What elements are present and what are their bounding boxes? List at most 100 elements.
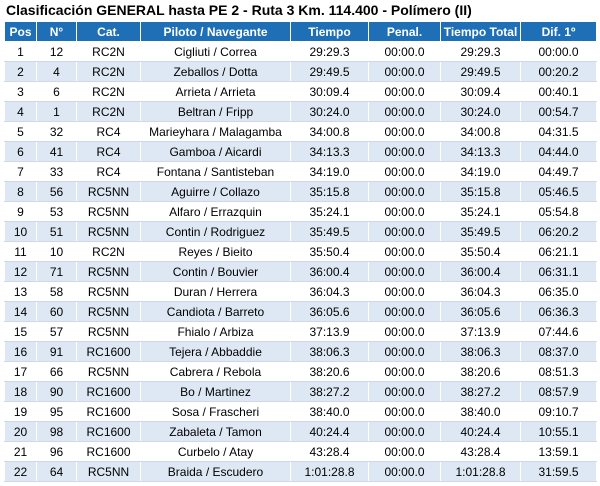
table-row: 13 58 RC5NN Duran / Herrera 36:04.3 00:00.0 36… xyxy=(4,281,597,302)
cell-pos: 5 xyxy=(4,121,37,142)
cell-pos: 13 xyxy=(4,281,37,302)
cell-gap-to-first: 10:55.1 xyxy=(520,421,597,442)
cell-category: RC5NN xyxy=(76,181,141,202)
cell-penalty: 00:00.0 xyxy=(368,261,441,282)
cell-total-time: 38:20.6 xyxy=(440,361,521,382)
cell-pos: 19 xyxy=(4,401,37,422)
cell-category: RC4 xyxy=(76,161,141,182)
cell-total-time: 35:49.5 xyxy=(440,221,521,242)
cell-number: 12 xyxy=(36,41,77,62)
cell-driver-navigator: Fhialo / Arbiza xyxy=(140,321,291,342)
table-row: 3 6 RC2N Arrieta / Arrieta 30:09.4 00:00.0 30:… xyxy=(4,81,597,102)
cell-penalty: 00:00.0 xyxy=(368,221,441,242)
table-row: 9 53 RC5NN Alfaro / Errazquin 35:24.1 00:00.0… xyxy=(4,201,597,222)
column-header-pos: Pos xyxy=(4,21,37,42)
cell-driver-navigator: Beltran / Fripp xyxy=(140,101,291,122)
cell-penalty: 00:00.0 xyxy=(368,181,441,202)
cell-time: 35:15.8 xyxy=(290,181,369,202)
cell-time: 30:09.4 xyxy=(290,81,369,102)
cell-number: 41 xyxy=(36,141,77,162)
table-row: 5 32 RC4 Marieyhara / Malagamba 34:00.8 00:00… xyxy=(4,121,597,142)
table-row: 6 41 RC4 Gamboa / Aicardi 34:13.3 00:00.0 34:1… xyxy=(4,141,597,162)
cell-penalty: 00:00.0 xyxy=(368,281,441,302)
cell-total-time: 30:09.4 xyxy=(440,81,521,102)
cell-number: 51 xyxy=(36,221,77,242)
cell-category: RC2N xyxy=(76,41,141,62)
cell-driver-navigator: Aguirre / Collazo xyxy=(140,181,291,202)
table-row: 17 66 RC5NN Cabrera / Rebola 38:20.6 00:00.0 3… xyxy=(4,361,597,382)
cell-total-time: 40:24.4 xyxy=(440,421,521,442)
cell-gap-to-first: 00:54.7 xyxy=(520,101,597,122)
table-row: 18 90 RC1600 Bo / Martinez 38:27.2 00:00.0 38:… xyxy=(4,381,597,402)
cell-penalty: 00:00.0 xyxy=(368,461,441,482)
cell-time: 38:40.0 xyxy=(290,401,369,422)
cell-pos: 16 xyxy=(4,341,37,362)
cell-pos: 3 xyxy=(4,81,37,102)
column-header-gap-to-first: Dif. 1º xyxy=(520,21,597,42)
cell-gap-to-first: 08:37.0 xyxy=(520,341,597,362)
cell-category: RC1600 xyxy=(76,441,141,462)
cell-total-time: 35:15.8 xyxy=(440,181,521,202)
cell-driver-navigator: Alfaro / Errazquin xyxy=(140,201,291,222)
cell-penalty: 00:00.0 xyxy=(368,61,441,82)
table-row: 20 98 RC1600 Zabaleta / Tamon 40:24.4 00:00.0… xyxy=(4,421,597,442)
cell-category: RC1600 xyxy=(76,421,141,442)
cell-gap-to-first: 06:31.1 xyxy=(520,261,597,282)
cell-gap-to-first: 05:54.8 xyxy=(520,201,597,222)
cell-driver-navigator: Sosa / Frascheri xyxy=(140,401,291,422)
cell-pos: 6 xyxy=(4,141,37,162)
cell-total-time: 30:24.0 xyxy=(440,101,521,122)
cell-category: RC5NN xyxy=(76,461,141,482)
cell-time: 43:28.4 xyxy=(290,441,369,462)
cell-penalty: 00:00.0 xyxy=(368,381,441,402)
cell-category: RC2N xyxy=(76,241,141,262)
cell-number: 10 xyxy=(36,241,77,262)
cell-number: 53 xyxy=(36,201,77,222)
cell-number: 1 xyxy=(36,101,77,122)
cell-pos: 15 xyxy=(4,321,37,342)
cell-pos: 2 xyxy=(4,61,37,82)
cell-pos: 9 xyxy=(4,201,37,222)
cell-number: 33 xyxy=(36,161,77,182)
cell-gap-to-first: 13:59.1 xyxy=(520,441,597,462)
cell-time: 35:49.5 xyxy=(290,221,369,242)
cell-total-time: 34:19.0 xyxy=(440,161,521,182)
cell-penalty: 00:00.0 xyxy=(368,241,441,262)
cell-penalty: 00:00.0 xyxy=(368,341,441,362)
cell-driver-navigator: Zeballos / Dotta xyxy=(140,61,291,82)
cell-time: 34:19.0 xyxy=(290,161,369,182)
cell-pos: 4 xyxy=(4,101,37,122)
cell-number: 90 xyxy=(36,381,77,402)
cell-number: 58 xyxy=(36,281,77,302)
column-header-total-time: Tiempo Total xyxy=(440,21,521,42)
cell-category: RC1600 xyxy=(76,401,141,422)
cell-time: 1:01:28.8 xyxy=(290,461,369,482)
cell-penalty: 00:00.0 xyxy=(368,421,441,442)
table-row: 14 60 RC5NN Candiota / Barreto 36:05.6 00:00.… xyxy=(4,301,597,322)
cell-number: 64 xyxy=(36,461,77,482)
cell-category: RC4 xyxy=(76,121,141,142)
cell-total-time: 1:01:28.8 xyxy=(440,461,521,482)
cell-driver-navigator: Duran / Herrera xyxy=(140,281,291,302)
cell-pos: 12 xyxy=(4,261,37,282)
cell-driver-navigator: Curbelo / Atay xyxy=(140,441,291,462)
cell-pos: 22 xyxy=(4,461,37,482)
cell-penalty: 00:00.0 xyxy=(368,101,441,122)
cell-pos: 18 xyxy=(4,381,37,402)
cell-driver-navigator: Candiota / Barreto xyxy=(140,301,291,322)
cell-gap-to-first: 04:44.0 xyxy=(520,141,597,162)
cell-total-time: 37:13.9 xyxy=(440,321,521,342)
cell-total-time: 34:13.3 xyxy=(440,141,521,162)
cell-penalty: 00:00.0 xyxy=(368,141,441,162)
cell-pos: 20 xyxy=(4,421,37,442)
column-header-number: N° xyxy=(36,21,77,42)
cell-penalty: 00:00.0 xyxy=(368,201,441,222)
cell-gap-to-first: 08:51.3 xyxy=(520,361,597,382)
table-header-row: Pos N° Cat. Piloto / Navegante Tiempo Pe… xyxy=(4,21,597,42)
cell-pos: 1 xyxy=(4,41,37,62)
cell-number: 57 xyxy=(36,321,77,342)
cell-number: 96 xyxy=(36,441,77,462)
cell-driver-navigator: Bo / Martinez xyxy=(140,381,291,402)
cell-gap-to-first: 06:35.0 xyxy=(520,281,597,302)
column-header-driver-navigator: Piloto / Navegante xyxy=(140,21,291,42)
